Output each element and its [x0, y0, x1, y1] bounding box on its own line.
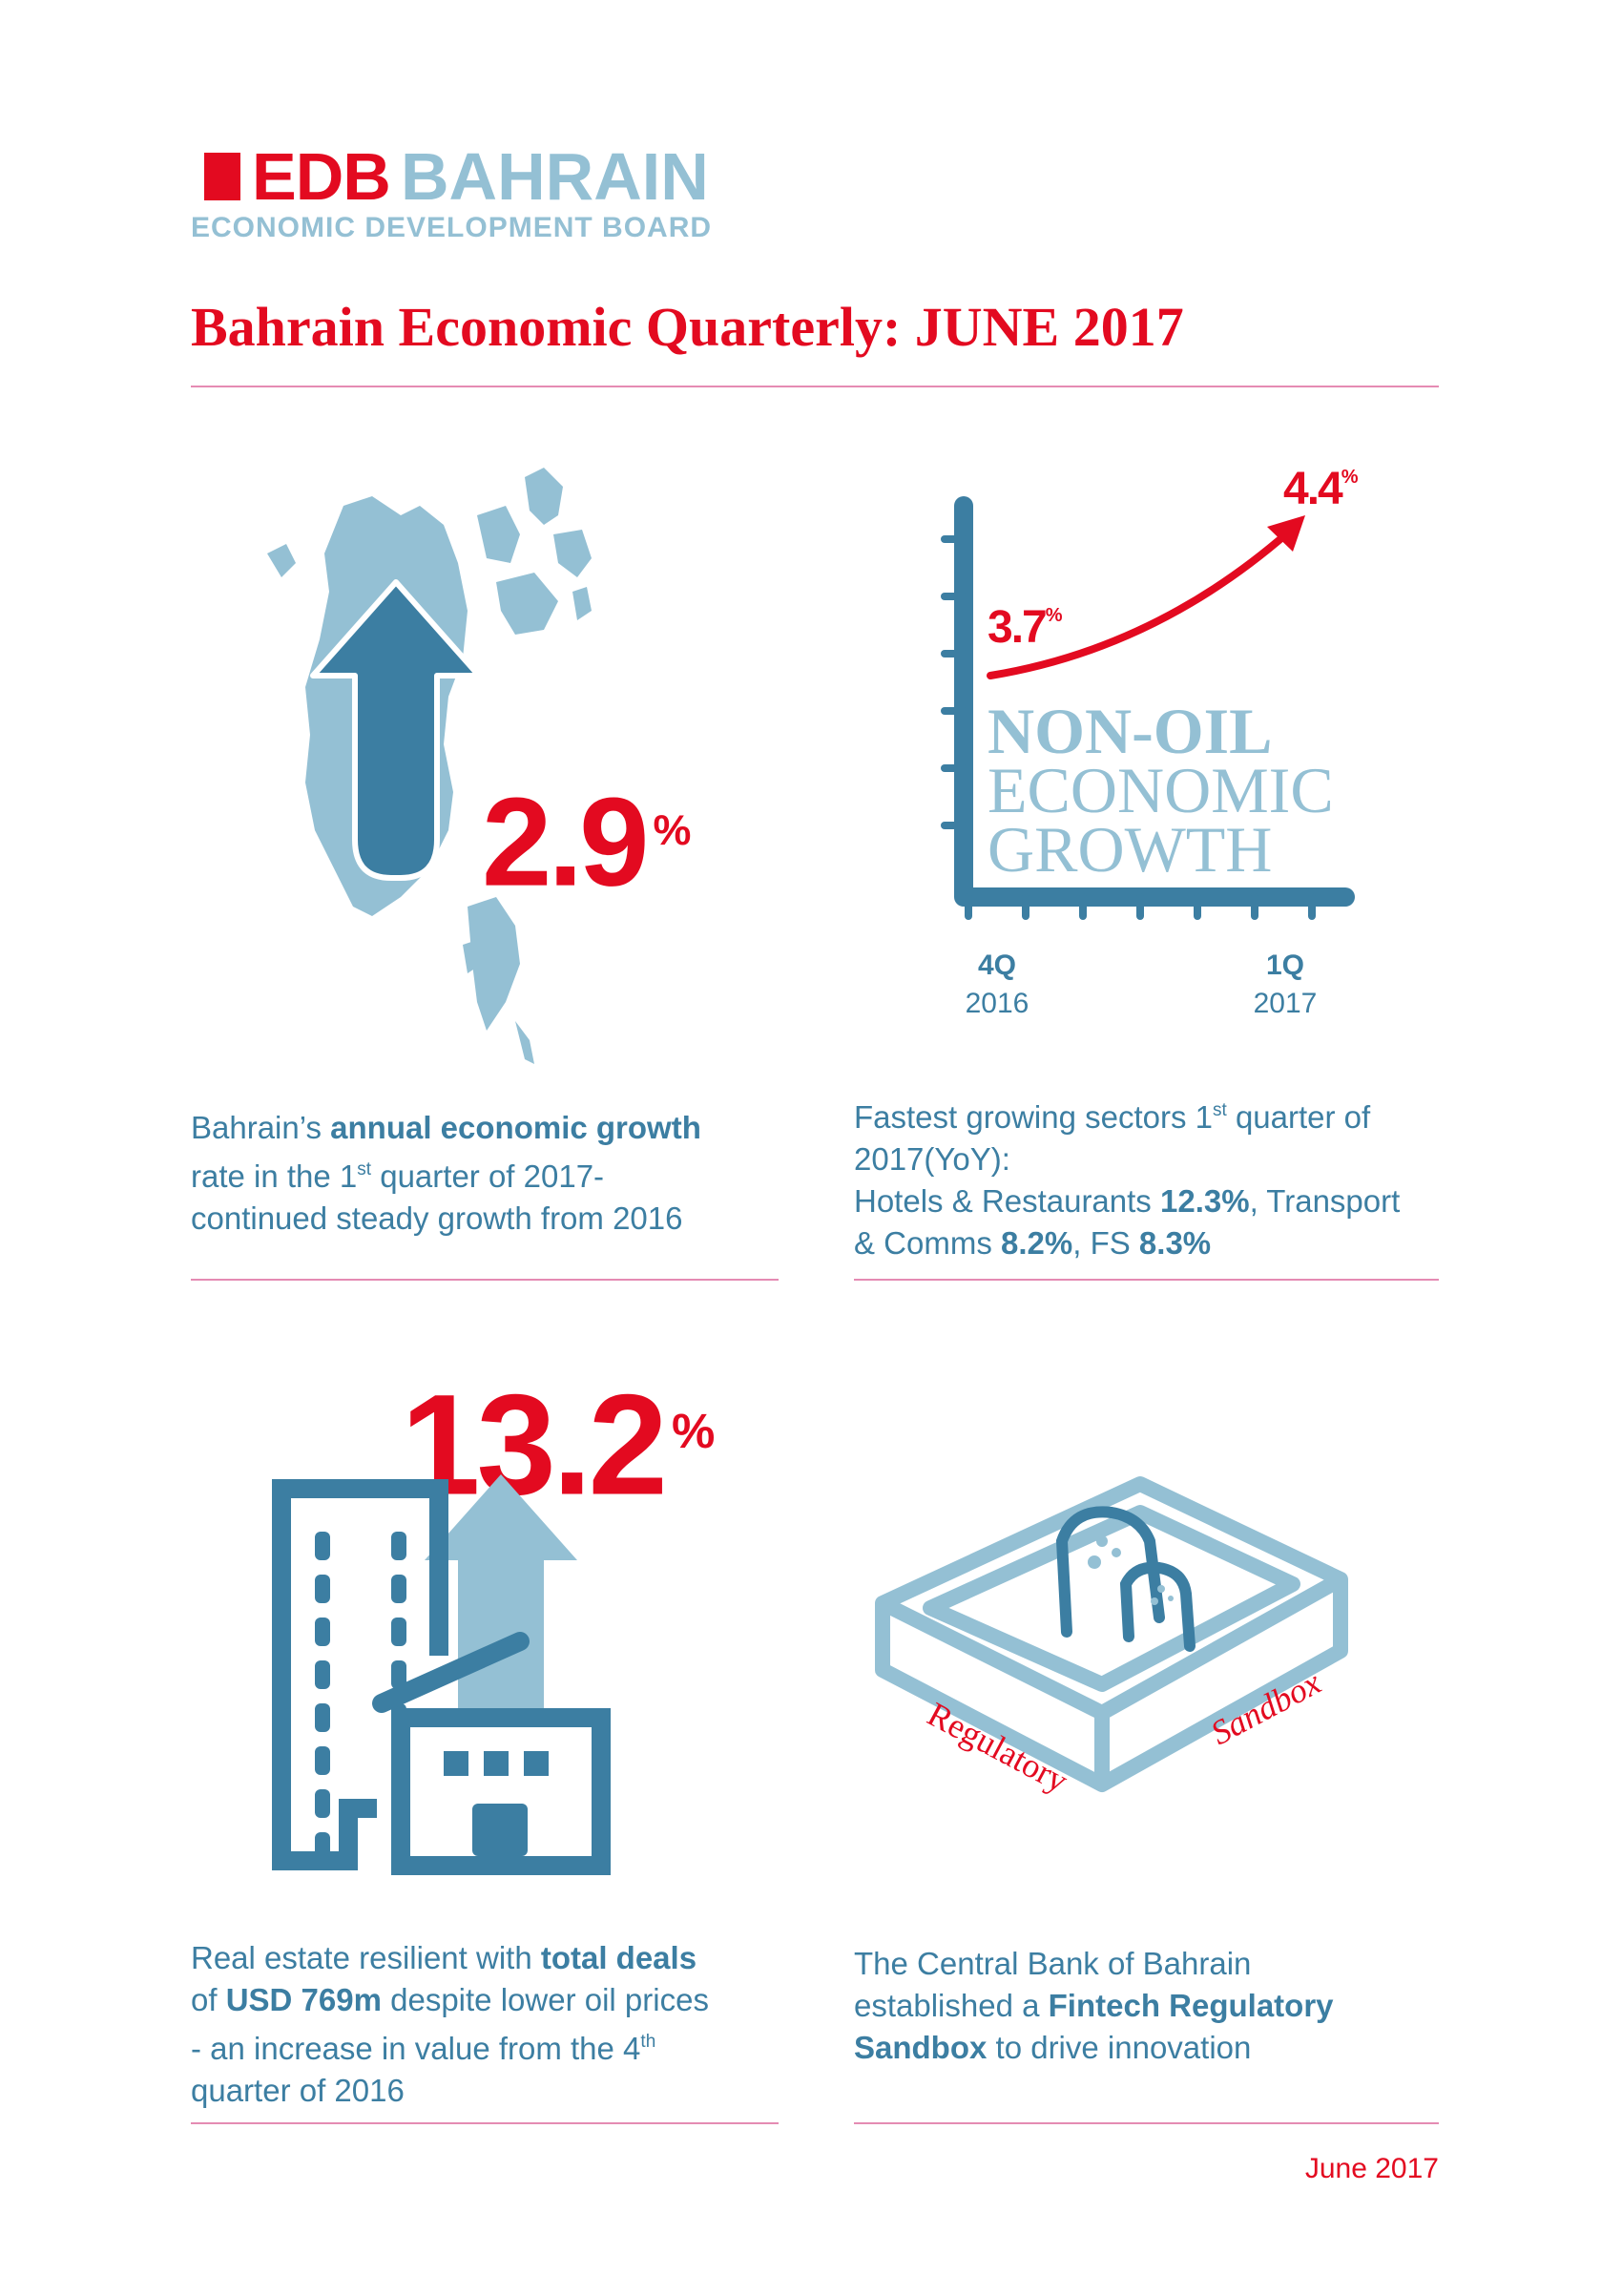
logo-edb: EDB [252, 139, 391, 214]
bahrain-map-up-arrow-icon [258, 468, 620, 1069]
sector-fs-value: 8.3% [1138, 1225, 1212, 1261]
x-axis-start-label: 4Q 2016 [965, 950, 1029, 1019]
growth-description: Bahrain’s annual economic growth rate in… [191, 1110, 701, 1236]
buildings-up-arrow-icon [272, 1474, 615, 1875]
panel2-divider [854, 1279, 1439, 1281]
x-axis-end-label: 1Q 2017 [1253, 950, 1318, 1019]
nonoil-chart [906, 477, 1364, 935]
sector-hotels-value: 12.3% [1159, 1183, 1250, 1219]
realestate-desc-emphasis1: total deals [540, 1940, 697, 1975]
realestate-description: Real estate resilient with total deals o… [191, 1940, 709, 2108]
title-divider [191, 386, 1439, 387]
sector-transport-value: 8.2% [1001, 1225, 1073, 1261]
footer-date: June 2017 [1304, 2153, 1439, 2184]
logo-bahrain: BAHRAIN [401, 139, 709, 214]
bahrain-flag-serrated-icon [191, 153, 240, 200]
sandbox-description: The Central Bank of Bahrain established … [854, 1946, 1334, 2065]
panel3-divider [191, 2122, 779, 2124]
panel4-divider [854, 2122, 1439, 2124]
nonoil-end-value: 4.4% [1283, 464, 1359, 514]
growth-unit: % [653, 805, 692, 854]
sandbox-desc-emphasis2: Sandbox [854, 2030, 988, 2065]
page-title: Bahrain Economic Quarterly: JUNE 2017 [191, 296, 1184, 358]
nonoil-label: NON-OIL ECONOMIC GROWTH [988, 695, 1334, 886]
sandbox-desc-emphasis1: Fintech Regulatory [1048, 1988, 1334, 2023]
growth-stat: 2.9% [482, 763, 691, 909]
growth-desc-emphasis: annual economic growth [330, 1110, 701, 1145]
sandbox-icon [863, 1455, 1360, 1856]
logo-subtitle: ECONOMIC DEVELOPMENT BOARD [191, 212, 713, 243]
nonoil-description: Fastest growing sectors 1st quarter of 2… [854, 1099, 1401, 1261]
nonoil-start-value: 3.7% [988, 602, 1063, 653]
growth-value: 2.9 [482, 771, 649, 912]
realestate-desc-emphasis2: USD 769m [225, 1982, 382, 2017]
realestate-unit: % [671, 1404, 716, 1458]
panel1-divider [191, 1279, 779, 1281]
